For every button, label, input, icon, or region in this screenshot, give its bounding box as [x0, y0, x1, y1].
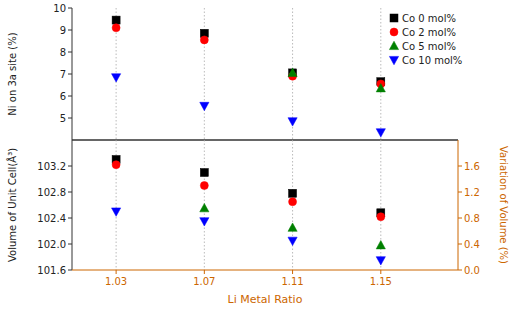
- x-tick-label: 1.15: [370, 276, 392, 287]
- y-tick: [68, 8, 72, 9]
- point: [200, 182, 208, 190]
- y2-tick: [458, 244, 462, 245]
- x-tick: [292, 270, 293, 274]
- y-axis-line: [72, 140, 73, 270]
- point: [200, 218, 209, 226]
- legend-label: Co 10 mol%: [402, 55, 462, 66]
- y-tick: [68, 96, 72, 97]
- point: [376, 84, 385, 92]
- y2-tick-label: 1.2: [464, 187, 480, 198]
- x-axis-line: [72, 270, 458, 271]
- y-tick-label: 9: [60, 25, 66, 36]
- grid-line: [380, 140, 381, 270]
- x-axis-line: [72, 139, 458, 141]
- y-tick: [68, 192, 72, 193]
- legend-label: Co 2 mol%: [402, 27, 456, 38]
- y-tick-label: 103.2: [37, 161, 66, 172]
- grid-line: [204, 8, 205, 140]
- y-tick: [68, 52, 72, 53]
- point: [112, 208, 121, 216]
- y-tick-label: 102.4: [37, 213, 66, 224]
- y2-tick-label: 0.8: [464, 213, 480, 224]
- legend-marker: [390, 14, 398, 22]
- y-tick-label: 101.6: [37, 265, 66, 276]
- y2-tick-label: 0.4: [464, 239, 480, 250]
- y-axis-label: Ni on 3a site (%): [7, 32, 18, 115]
- y2-tick: [458, 192, 462, 193]
- y-tick-label: 102.8: [37, 187, 66, 198]
- y-tick: [68, 74, 72, 75]
- point: [200, 102, 209, 110]
- point: [288, 68, 297, 76]
- legend-label: Co 5 mol%: [402, 41, 456, 52]
- x-tick: [380, 270, 381, 274]
- point: [288, 118, 297, 126]
- point: [376, 257, 385, 265]
- y-tick: [68, 218, 72, 219]
- y-tick: [68, 166, 72, 167]
- legend-label: Co 0 mol%: [402, 13, 456, 24]
- x-tick-label: 1.11: [281, 276, 303, 287]
- point: [112, 24, 120, 32]
- point: [289, 189, 297, 197]
- legend-marker: [389, 41, 398, 49]
- y-axis-label: Volume of Unit Cell(Å³): [6, 148, 18, 262]
- y2-tick-label: 1.6: [464, 161, 480, 172]
- y2-axis-label: Variation of Volume (%): [498, 146, 509, 264]
- point: [200, 169, 208, 177]
- legend: Co 0 mol% Co 2 mol% Co 5 mol% Co 10 mol%: [389, 13, 462, 66]
- y2-tick: [458, 218, 462, 219]
- point: [289, 198, 297, 206]
- x-tick-label: 1.07: [193, 276, 215, 287]
- point: [112, 16, 120, 24]
- y-tick-label: 8: [60, 47, 66, 58]
- point: [377, 213, 385, 221]
- x-tick: [116, 270, 117, 274]
- point: [376, 241, 385, 249]
- legend-marker: [390, 28, 398, 36]
- panel: 101.6 102.0 102.4 102.8 103.2 Volume of Unit …: [6, 140, 509, 306]
- marks: [112, 16, 386, 137]
- x-axis-label: Li Metal Ratio: [228, 293, 303, 306]
- marks: [112, 156, 386, 266]
- x-tick-label: 1.03: [105, 276, 127, 287]
- point: [288, 223, 297, 231]
- point: [289, 69, 297, 77]
- x-tick: [204, 270, 205, 274]
- chart-root: 5 6 7 8 9 10 Ni on 3a site (%) Co 0 mol% Co 2 mo…: [0, 0, 519, 318]
- y2-tick: [458, 270, 462, 271]
- y2-axis-line: [458, 140, 459, 270]
- y-tick: [68, 270, 72, 271]
- y-tick-label: 10: [53, 3, 66, 14]
- point: [288, 237, 297, 245]
- legend-marker: [389, 56, 398, 64]
- y-tick-label: 7: [60, 69, 66, 80]
- y-tick-label: 6: [60, 91, 66, 102]
- y-tick-label: 102.0: [37, 239, 66, 250]
- y-tick: [68, 244, 72, 245]
- y-tick: [68, 30, 72, 31]
- point: [376, 129, 385, 137]
- grid-line: [380, 8, 381, 140]
- y2-tick-label: 0.0: [464, 265, 480, 276]
- y-tick-label: 5: [60, 113, 66, 124]
- panel: 5 6 7 8 9 10 Ni on 3a site (%) Co 0 mol% Co 2 mo…: [7, 3, 462, 141]
- y-tick: [68, 118, 72, 119]
- point: [112, 161, 120, 169]
- point: [200, 36, 208, 44]
- y2-tick: [458, 166, 462, 167]
- point: [112, 74, 121, 82]
- point: [200, 203, 209, 211]
